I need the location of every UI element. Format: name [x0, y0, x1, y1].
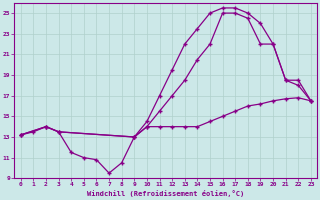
X-axis label: Windchill (Refroidissement éolien,°C): Windchill (Refroidissement éolien,°C) — [87, 190, 244, 197]
